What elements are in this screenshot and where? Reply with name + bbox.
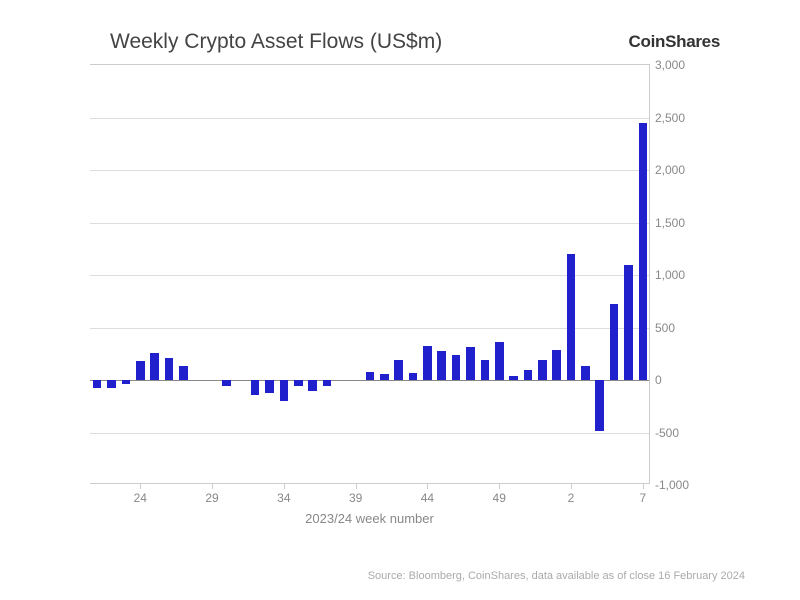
bar (394, 360, 403, 380)
x-tick (284, 483, 285, 489)
x-tick (356, 483, 357, 489)
x-tick-label: 44 (421, 491, 434, 505)
bar (423, 346, 432, 380)
x-tick-label: 2 (568, 491, 575, 505)
bar (323, 380, 332, 386)
title-row: Weekly Crypto Asset Flows (US$m) CoinSha… (80, 30, 720, 54)
bar (595, 380, 604, 431)
bar (538, 360, 547, 380)
bar (495, 342, 504, 380)
brand-label: CoinShares (629, 32, 720, 52)
bar (222, 380, 231, 386)
bar (380, 374, 389, 380)
source-text: Source: Bloomberg, CoinShares, data avai… (368, 570, 745, 582)
bar (509, 376, 518, 380)
gridline (90, 275, 649, 276)
x-tick-label: 49 (493, 491, 506, 505)
x-tick (427, 483, 428, 489)
bar (452, 355, 461, 380)
x-tick-label: 29 (205, 491, 218, 505)
y-tick-label: 0 (655, 373, 699, 387)
y-tick-label: 1,500 (655, 216, 699, 230)
bar (265, 380, 274, 393)
gridline (90, 328, 649, 329)
x-tick-label: 39 (349, 491, 362, 505)
bar (294, 380, 303, 386)
bar (93, 380, 102, 388)
x-tick (499, 483, 500, 489)
gridline (90, 433, 649, 434)
bar (437, 351, 446, 380)
bar (107, 380, 116, 388)
bar (409, 373, 418, 380)
bar (567, 254, 576, 380)
bar (466, 347, 475, 380)
x-axis-title: 2023/24 week number (305, 511, 434, 526)
y-tick-label: -1,000 (655, 478, 699, 492)
plot-area: 2023/24 week number -1,000-50005001,0001… (90, 64, 650, 484)
bar (639, 123, 648, 380)
y-tick-label: 3,000 (655, 58, 699, 72)
bar (165, 358, 174, 380)
bar (610, 304, 619, 380)
bar (179, 366, 188, 380)
x-tick (212, 483, 213, 489)
bar (280, 380, 289, 401)
y-tick-label: 500 (655, 321, 699, 335)
zero-line (90, 380, 649, 381)
chart-container: Weekly Crypto Asset Flows (US$m) CoinSha… (80, 30, 720, 530)
x-tick (140, 483, 141, 489)
y-tick-label: -500 (655, 426, 699, 440)
bar (150, 353, 159, 380)
bar (481, 360, 490, 380)
gridline (90, 170, 649, 171)
bar (122, 380, 131, 384)
x-tick-label: 34 (277, 491, 290, 505)
x-tick-label: 7 (639, 491, 646, 505)
chart-title: Weekly Crypto Asset Flows (US$m) (110, 30, 442, 54)
bar (136, 361, 145, 380)
bar (308, 380, 317, 391)
gridline (90, 118, 649, 119)
y-tick-label: 1,000 (655, 268, 699, 282)
bar (581, 366, 590, 380)
x-tick (571, 483, 572, 489)
bar (366, 372, 375, 380)
x-tick-label: 24 (134, 491, 147, 505)
bar (251, 380, 260, 395)
gridline (90, 223, 649, 224)
bar (524, 370, 533, 381)
x-tick (643, 483, 644, 489)
bar (552, 350, 561, 380)
bar (624, 265, 633, 381)
y-tick-label: 2,000 (655, 163, 699, 177)
y-tick-label: 2,500 (655, 111, 699, 125)
